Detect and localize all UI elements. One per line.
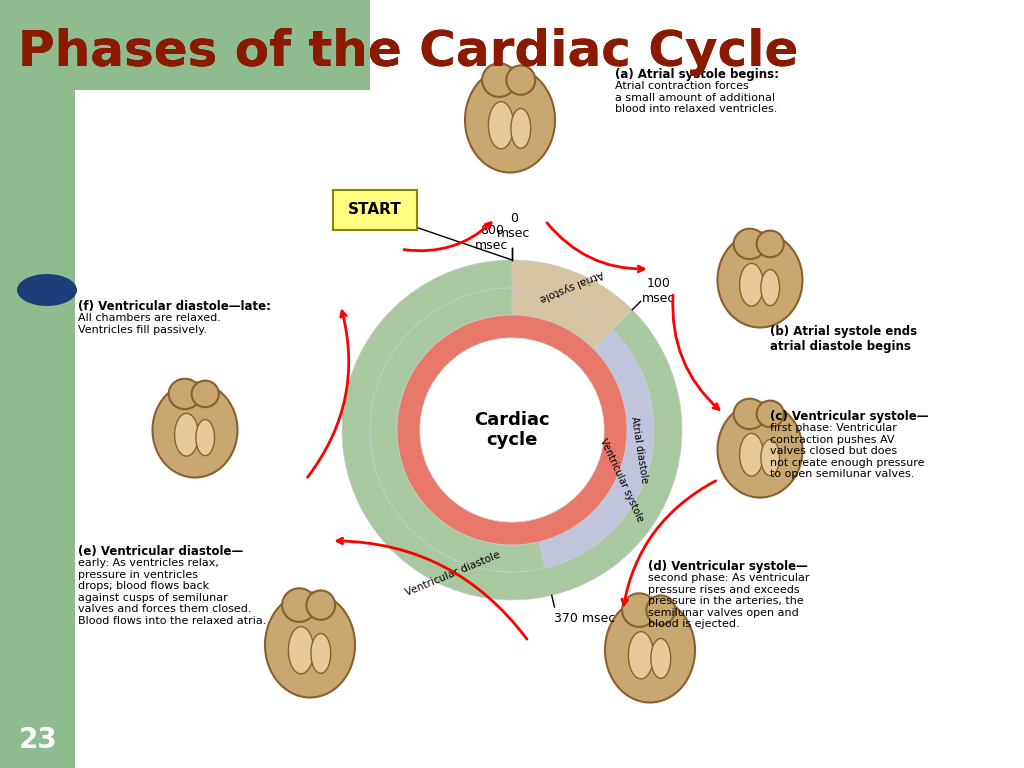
Ellipse shape	[733, 229, 766, 259]
Text: (e) Ventricular diastole—: (e) Ventricular diastole—	[78, 545, 244, 558]
Text: 800
msec: 800 msec	[475, 224, 509, 252]
Ellipse shape	[757, 401, 783, 427]
Text: START: START	[348, 203, 401, 217]
Text: Cardiac
cycle: Cardiac cycle	[474, 411, 550, 449]
Wedge shape	[342, 260, 682, 600]
Text: Ventricular diastole: Ventricular diastole	[403, 550, 501, 598]
Ellipse shape	[718, 233, 803, 327]
Text: (c) Ventricular systole—: (c) Ventricular systole—	[770, 410, 929, 423]
Ellipse shape	[282, 588, 316, 622]
Wedge shape	[512, 260, 632, 329]
Bar	[0, 0, 370, 90]
Wedge shape	[539, 329, 654, 568]
Text: Atrial systole: Atrial systole	[539, 268, 605, 303]
Ellipse shape	[739, 433, 764, 476]
Bar	[0, 0, 75, 768]
Ellipse shape	[191, 381, 219, 407]
FancyBboxPatch shape	[333, 190, 417, 230]
Ellipse shape	[465, 68, 555, 173]
Ellipse shape	[488, 101, 514, 149]
Wedge shape	[512, 288, 612, 349]
Wedge shape	[397, 315, 627, 545]
Ellipse shape	[169, 379, 201, 409]
Text: Atrial contraction forces
a small amount of additional
blood into relaxed ventri: Atrial contraction forces a small amount…	[615, 81, 777, 114]
Ellipse shape	[482, 63, 516, 97]
Ellipse shape	[289, 627, 313, 674]
Text: Atrial diastole: Atrial diastole	[629, 416, 649, 484]
Text: early: As ventricles relax,
pressure in ventricles
drops; blood flows back
again: early: As ventricles relax, pressure in …	[78, 558, 266, 626]
Ellipse shape	[646, 595, 675, 625]
Ellipse shape	[511, 108, 530, 148]
Ellipse shape	[175, 413, 199, 456]
Ellipse shape	[623, 594, 656, 627]
Text: All chambers are relaxed.
Ventricles fill passively.: All chambers are relaxed. Ventricles fil…	[78, 313, 221, 335]
Ellipse shape	[651, 638, 671, 678]
Text: Phases of the: Phases of the	[18, 28, 419, 76]
Ellipse shape	[761, 439, 779, 475]
Text: (d) Ventricular systole—: (d) Ventricular systole—	[648, 560, 808, 573]
Ellipse shape	[196, 419, 215, 455]
Wedge shape	[370, 288, 545, 572]
Circle shape	[420, 338, 604, 522]
Ellipse shape	[507, 65, 536, 94]
Text: 100
msec: 100 msec	[642, 277, 676, 306]
Ellipse shape	[761, 270, 779, 306]
Ellipse shape	[629, 631, 653, 679]
Text: (b) Atrial systole ends
atrial diastole begins: (b) Atrial systole ends atrial diastole …	[770, 325, 918, 353]
Ellipse shape	[605, 598, 695, 703]
Ellipse shape	[739, 263, 764, 306]
Text: 0
msec: 0 msec	[498, 212, 530, 240]
Ellipse shape	[153, 382, 238, 478]
Ellipse shape	[718, 402, 803, 498]
Text: 23: 23	[18, 726, 57, 754]
Text: first phase: Ventricular
contraction pushes AV
valves closed but does
not create: first phase: Ventricular contraction pus…	[770, 423, 925, 479]
Text: Phases of the Cardiac Cycle: Phases of the Cardiac Cycle	[18, 28, 799, 76]
Ellipse shape	[733, 399, 766, 429]
Ellipse shape	[306, 591, 335, 620]
Ellipse shape	[265, 592, 355, 697]
Ellipse shape	[311, 634, 331, 674]
Text: (f) Ventricular diastole—late:: (f) Ventricular diastole—late:	[78, 300, 271, 313]
Text: Ventricular systole: Ventricular systole	[598, 437, 645, 524]
Text: 370 msec: 370 msec	[554, 612, 615, 625]
Ellipse shape	[757, 230, 783, 257]
Text: Phases of the Cardiac Cycle: Phases of the Cardiac Cycle	[18, 28, 799, 76]
Text: second phase: As ventricular
pressure rises and exceeds
pressure in the arteries: second phase: As ventricular pressure ri…	[648, 573, 810, 630]
Text: (a) Atrial systole begins:: (a) Atrial systole begins:	[615, 68, 779, 81]
Ellipse shape	[17, 274, 77, 306]
